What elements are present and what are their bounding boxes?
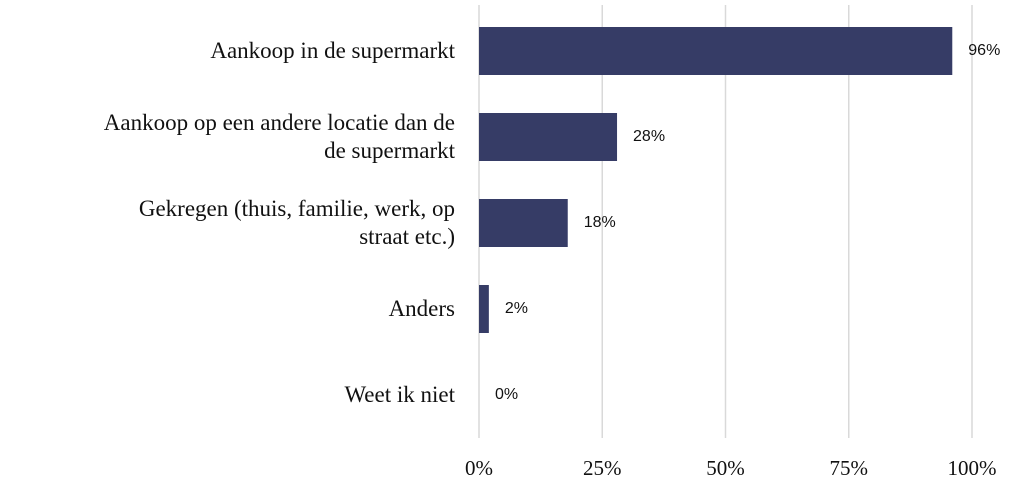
y-tick-label: Aankoop in de supermarkt <box>210 38 455 63</box>
value-label: 2% <box>505 300 528 317</box>
value-label: 96% <box>968 42 1000 59</box>
x-tick-label: 50% <box>706 456 745 480</box>
bar <box>479 113 618 161</box>
y-tick-label: Anders <box>388 296 455 321</box>
value-label: 28% <box>633 128 665 145</box>
bar <box>479 199 568 247</box>
y-tick-label: Weet ik niet <box>344 382 455 407</box>
value-label: 0% <box>495 386 518 403</box>
value-label: 18% <box>584 214 616 231</box>
y-tick-label: Aankoop op een andere locatie dan de de … <box>103 110 455 163</box>
x-tick-label: 25% <box>583 456 622 480</box>
y-tick-label: Gekregen (thuis, familie, werk, op straa… <box>138 196 455 249</box>
bar <box>479 285 489 333</box>
x-tick-label: 0% <box>465 456 493 480</box>
x-tick-label: 75% <box>830 456 869 480</box>
bar <box>479 27 953 75</box>
x-tick-label: 100% <box>948 456 997 480</box>
